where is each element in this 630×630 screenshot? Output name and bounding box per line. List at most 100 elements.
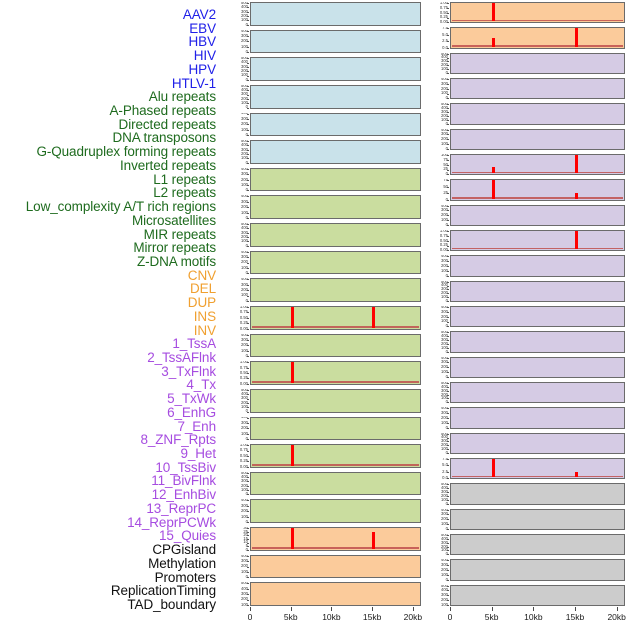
track-panel-right-hiv[interactable] [450,52,625,74]
track-panel-left-ebv[interactable] [250,29,421,54]
track-panel-left-hpv[interactable] [250,112,421,137]
track-panel-right-3-txflnk[interactable] [450,356,625,378]
track-panel-right-hpv[interactable] [450,78,625,100]
track-panel-right-1-tssa[interactable] [450,331,625,353]
track-panel-right-htlv-1[interactable] [450,103,625,125]
y-tick-mark [447,164,449,166]
row-label-4-tx: 4_Tx [186,377,216,393]
row-label-del: DEL [190,281,216,297]
y-tick-label: 200 [441,364,448,370]
y-tick-label: 0.75 [439,232,448,238]
track-panel-left-g-quadruplex-forming-repeats[interactable] [250,223,421,247]
y-tick-mark [447,459,449,460]
track-panel-left-ins-inv[interactable] [250,306,421,330]
y-tick-mark [247,571,249,573]
y-tick-label: 100 [441,547,448,553]
track-panel-left-1-tssa[interactable] [250,333,421,358]
y-tick-mark [447,159,449,161]
row-label-3-txflnk: 3_TxFlnk [161,363,216,379]
track-panel-right-g-quadruplex[interactable] [450,154,625,176]
track-panel-right-ins[interactable] [450,306,625,328]
y-tick-label: 300 [441,336,448,342]
track-panel-left-tad-boundary[interactable] [250,582,421,606]
y-axis-right-13: 500 400 300 200 100 0 [428,331,449,353]
y-tick-mark [447,383,449,384]
y-tick-mark [447,538,449,540]
y-tick-mark [247,149,249,151]
track-panel-left-l1-repeats[interactable] [250,250,421,275]
y-tick-mark [447,12,449,14]
y-tick-mark [447,22,449,24]
track-panel-left-low-complexity-a-t-rich-regions[interactable] [250,278,421,302]
track-panel-left-7-enh[interactable] [250,416,421,441]
track-panel-right-5-txwk[interactable] [450,382,625,404]
track-panel-right-mir-repeats[interactable] [450,230,625,252]
track-panel-left-aav2[interactable] [250,2,421,26]
track-panel-left-directed-repeats[interactable] [250,195,421,220]
track-panel-right-12-enhbiv[interactable] [450,483,625,505]
track-panel-left-hbv[interactable] [250,57,421,81]
y-tick-label: 300 [441,131,448,137]
track-panel-right-7-enh[interactable] [450,407,625,429]
left-panel-column: 500 400 300 200 100 0 400 300 200 100 0 500 400 300 20… [228,0,424,630]
track-panel-left-13-reprpc[interactable] [250,499,421,524]
y-tick-mark [447,186,449,188]
track-panel-right-10-tssbiv[interactable] [450,458,625,480]
track-panel-right-l1-repeats[interactable] [450,179,625,201]
y-tick-mark [447,289,449,291]
y-tick-label: 0 [245,270,248,275]
track-panel-right-alu-repeats[interactable] [450,128,625,150]
track-panel-right-del[interactable] [450,280,625,302]
track-panel-left-9-het[interactable] [250,444,421,468]
track-panel-left-htlv-1[interactable] [250,140,421,164]
track-panel-right-13-reprpc[interactable] [450,508,625,530]
y-tick-label: 300 [241,254,248,260]
y-axis-left-5: 500 400 300 200 100 0 [228,140,249,164]
track-panel-right-9-het[interactable] [450,432,625,454]
row-label-9-het: 9_Het [180,446,216,462]
track-panel-left-alu-repeats[interactable] [250,167,421,192]
y-tick-label: 300 [441,488,448,494]
y-tick-label: 100 [241,17,248,23]
track-panel-right-low-complexity[interactable] [450,204,625,226]
track-panel-right-tad-boundary[interactable] [450,584,625,606]
track-panel-right-hbv[interactable] [450,27,625,49]
track-panel-left-hiv[interactable] [250,84,421,109]
y-tick-label: 400 [441,407,448,411]
y-tick-mark [247,455,249,457]
y-tick-mark [247,538,249,540]
track-panel-right-14-reprpcwk[interactable] [450,534,625,556]
y-tick-label: 0 [245,159,248,164]
y-tick-label: 100 [441,601,448,606]
y-tick-mark [447,220,449,222]
y-tick-mark [247,312,249,314]
row-label-6-enhg: 6_EnhG [167,404,216,420]
track-panel-left-promoters[interactable] [250,554,421,579]
plot-area [450,103,625,125]
y-tick-mark [447,471,449,473]
y-tick-label: 400 [441,485,448,491]
x-axis-left: 0 5kb 10kb 15kb 20kb [248,607,422,627]
y-tick-mark [247,30,249,32]
y-tick-label: 200 [441,85,448,91]
track-panel-left-5-txwk[interactable] [250,388,421,413]
y-tick-label: 300 [241,8,248,14]
y-tick-mark [447,441,449,443]
track-panel-right-aav2[interactable] [450,2,625,24]
track-panel-right-z-dna-motifs[interactable] [450,255,625,277]
track-panel-left-cpgisland[interactable] [250,527,421,551]
y-tick-label: 500 [441,331,448,335]
y-tick-mark [247,58,249,60]
y-tick-mark [247,245,249,247]
x-tick-mark [290,607,292,611]
track-panel-left-11-bivflnk[interactable] [250,471,421,496]
y-tick-label: 7.5 [442,458,448,461]
y-tick-mark [447,422,449,424]
y-tick-mark [447,307,449,308]
y-tick-label: 100 [441,446,448,452]
track-panel-right-15-quies[interactable] [450,559,625,581]
y-tick-label: 25 [443,190,448,196]
x-tick-label: 10kb [322,612,341,622]
row-label-mirror-repeats: Mirror repeats [133,240,216,256]
track-panel-left-3-txflnk[interactable] [250,361,421,385]
